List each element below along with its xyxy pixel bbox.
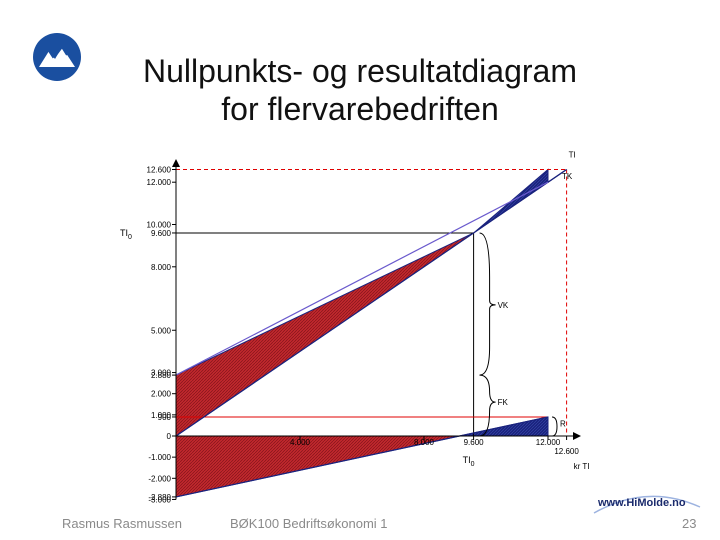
y-tick-label: 0 <box>167 432 172 441</box>
x-tick-label: 12.000 <box>536 438 561 447</box>
y-tick-label: -2.880 <box>148 493 171 502</box>
curve-ti-extension <box>547 169 567 183</box>
label-vk: VK <box>498 301 509 310</box>
y-tick-label: 2.000 <box>151 390 172 399</box>
y-tick-label: -2.000 <box>148 474 171 483</box>
label-ti: TI <box>569 151 576 160</box>
fk-brace <box>479 374 496 437</box>
y-tick-label: -3.000 <box>148 495 171 504</box>
x-tick-label: 4.000 <box>290 438 311 447</box>
title-line-2: for flervarebedriften <box>221 91 499 127</box>
y-tick-label: 12.000 <box>147 178 172 187</box>
himolde-logo-icon <box>33 33 81 81</box>
footer-page-number: 23 <box>682 516 697 531</box>
brand-swoosh-icon <box>593 495 701 514</box>
y-tick-label: 2.880 <box>151 371 172 380</box>
label-fk: FK <box>498 398 509 407</box>
slide-title: Nullpunkts- og resultatdiagram for flerv… <box>95 52 625 128</box>
footer-author: Rasmus Rasmussen <box>62 516 182 531</box>
vk-brace <box>479 232 496 376</box>
y-tick-label: 12.600 <box>147 166 172 175</box>
footer-course: BØK100 Bedriftsøkonomi 1 <box>230 516 388 531</box>
brand-url: www.HiMolde.no <box>598 497 686 509</box>
label-r: R <box>560 419 566 428</box>
label-ti0-y: TI0 <box>120 228 132 241</box>
title-line-1: Nullpunkts- og resultatdiagram <box>143 53 577 89</box>
y-tick-label: 10.000 <box>147 221 172 230</box>
x-axis-arrow <box>573 432 581 440</box>
x-tick-label: 9.600 <box>464 438 485 447</box>
y-tick-label: 5.000 <box>151 326 172 335</box>
y-tick-label: 1.000 <box>151 411 172 420</box>
curve-r <box>175 416 549 498</box>
y-axis-arrow <box>172 159 180 168</box>
label-ti0-x: TI0 <box>463 455 475 468</box>
y-tick-label: 8.000 <box>151 263 172 272</box>
y-tick-label: -1.000 <box>148 453 171 462</box>
y-tick-label: 900 <box>158 413 172 422</box>
label-kr-ti: kr TI <box>574 462 590 471</box>
curve-ti <box>175 169 567 437</box>
r-brace <box>551 416 558 437</box>
x-tick-label: 12.600 <box>554 447 579 456</box>
y-tick-label: 3.000 <box>151 369 172 378</box>
label-tk: TK <box>562 172 573 181</box>
curve-tk <box>175 181 549 376</box>
y-tick-label: 9.600 <box>151 229 172 238</box>
x-tick-label: 8.000 <box>414 438 435 447</box>
